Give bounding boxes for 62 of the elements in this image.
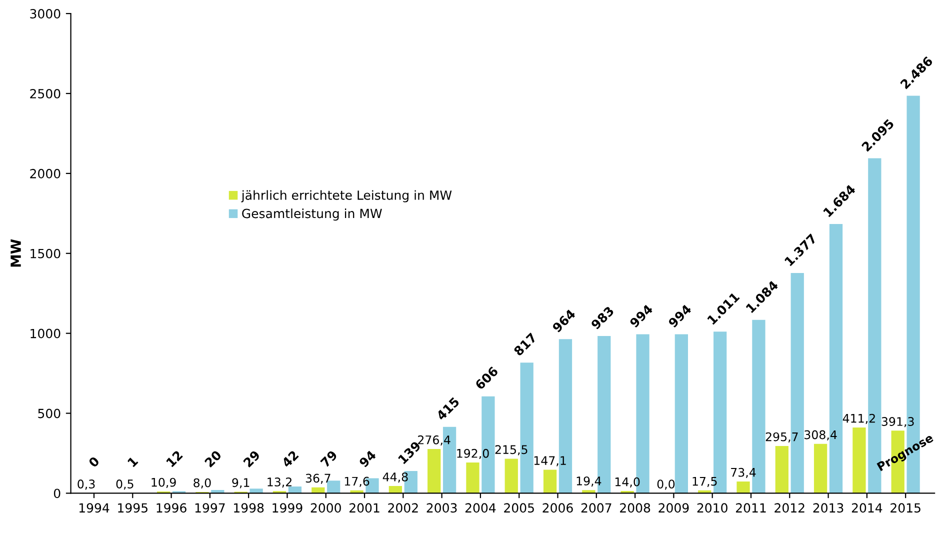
x-tick-label: 1997 (195, 503, 225, 513)
data-label: 147,1 (534, 456, 566, 466)
legend-label: Gesamtleistung in MW (242, 208, 382, 221)
data-label: 411,2 (842, 414, 875, 424)
data-label: 94 (358, 450, 377, 468)
y-tick-label: 2500 (30, 88, 60, 98)
y-tick-label: 0 (54, 488, 60, 498)
x-tick-label: 1995 (118, 503, 148, 513)
data-label: 0,3 (78, 480, 95, 490)
y-tick-label: 1500 (30, 248, 60, 258)
x-tick-label: 2011 (736, 503, 766, 513)
data-label: 42 (281, 450, 299, 468)
data-label: 308,4 (804, 430, 837, 440)
data-label: 20 (204, 450, 222, 468)
x-tick-label: 1994 (79, 503, 110, 513)
x-tick-label: 2004 (465, 503, 496, 513)
x-tick-label: 2002 (388, 503, 418, 513)
x-tick-label: 2000 (310, 503, 341, 513)
x-tick-label: 2001 (350, 503, 380, 513)
legend-label: jährlich errichtete Leistung in MW (241, 190, 452, 202)
y-tick-label: 1000 (30, 328, 60, 338)
data-label: 10,9 (152, 478, 176, 488)
x-tick-label: 2010 (697, 503, 728, 513)
x-tick-label: 2015 (890, 503, 920, 513)
x-tick-label: 2006 (542, 503, 573, 513)
x-tick-label: 2008 (620, 503, 650, 513)
data-label: 295,7 (766, 432, 798, 442)
data-label: 17,5 (692, 476, 717, 487)
data-label: 0 (88, 456, 100, 468)
data-label: 215,5 (495, 445, 528, 456)
data-label: 36,7 (306, 474, 330, 484)
x-tick-label: 2007 (581, 503, 612, 513)
data-label: 9,1 (232, 478, 250, 488)
data-label: 0,5 (116, 480, 134, 490)
x-tick-label: 1996 (156, 503, 186, 513)
data-label: 73,4 (731, 468, 756, 478)
data-label: 391,3 (882, 417, 914, 428)
data-label: 79 (320, 450, 338, 468)
data-label: 1 (127, 456, 138, 468)
x-tick-label: 2014 (852, 503, 882, 513)
data-label: 276,4 (418, 435, 450, 446)
x-tick-label: 2003 (426, 503, 457, 513)
data-label: 44,8 (382, 472, 408, 483)
data-label: 12 (166, 450, 183, 468)
x-tick-label: 1998 (234, 503, 264, 513)
y-axis-title: MW (10, 239, 21, 267)
x-tick-label: 2013 (813, 503, 844, 513)
y-tick-label: 500 (38, 408, 60, 418)
data-label: 192,0 (457, 448, 489, 460)
data-label: 29 (242, 450, 261, 468)
y-tick-label: 2000 (30, 168, 60, 178)
data-label: 17,6 (344, 476, 370, 487)
x-tick-label: 2012 (774, 503, 804, 513)
x-tick-label: 2009 (658, 503, 689, 513)
x-tick-label: 2005 (504, 503, 534, 513)
data-label: 0,0 (657, 480, 675, 490)
data-label: 14,0 (615, 477, 640, 488)
data-label: 19,4 (576, 476, 602, 487)
data-label: 8,0 (194, 478, 211, 488)
data-label: 13,2 (268, 477, 292, 488)
y-tick-label: 3000 (30, 9, 60, 18)
x-tick-label: 1999 (272, 503, 302, 513)
